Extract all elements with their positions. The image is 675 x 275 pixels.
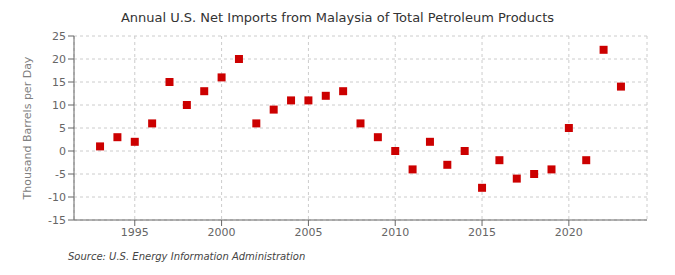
svg-text:10: 10 bbox=[52, 99, 66, 112]
svg-text:2015: 2015 bbox=[468, 226, 496, 239]
svg-text:25: 25 bbox=[52, 30, 66, 43]
svg-text:5: 5 bbox=[59, 122, 66, 135]
svg-text:15: 15 bbox=[52, 76, 66, 89]
svg-text:Thousand Barrels per Day: Thousand Barrels per Day bbox=[21, 56, 34, 200]
svg-text:2010: 2010 bbox=[381, 226, 409, 239]
svg-text:1995: 1995 bbox=[121, 226, 149, 239]
svg-text:20: 20 bbox=[52, 53, 66, 66]
svg-text:-15: -15 bbox=[48, 214, 66, 227]
html-text:Source: U.S. Energy Informatio: Source: U.S. Energy Information Administ… bbox=[68, 251, 306, 262]
html-text:Annual U.S. Net Imports from M: Annual U.S. Net Imports from Malaysia of… bbox=[120, 10, 555, 25]
svg-text:-10: -10 bbox=[48, 191, 66, 204]
svg-text:-5: -5 bbox=[55, 168, 66, 181]
svg-text:0: 0 bbox=[59, 145, 66, 158]
svg-text:2005: 2005 bbox=[294, 226, 322, 239]
svg-text:2020: 2020 bbox=[555, 226, 583, 239]
svg-text:2000: 2000 bbox=[208, 226, 236, 239]
